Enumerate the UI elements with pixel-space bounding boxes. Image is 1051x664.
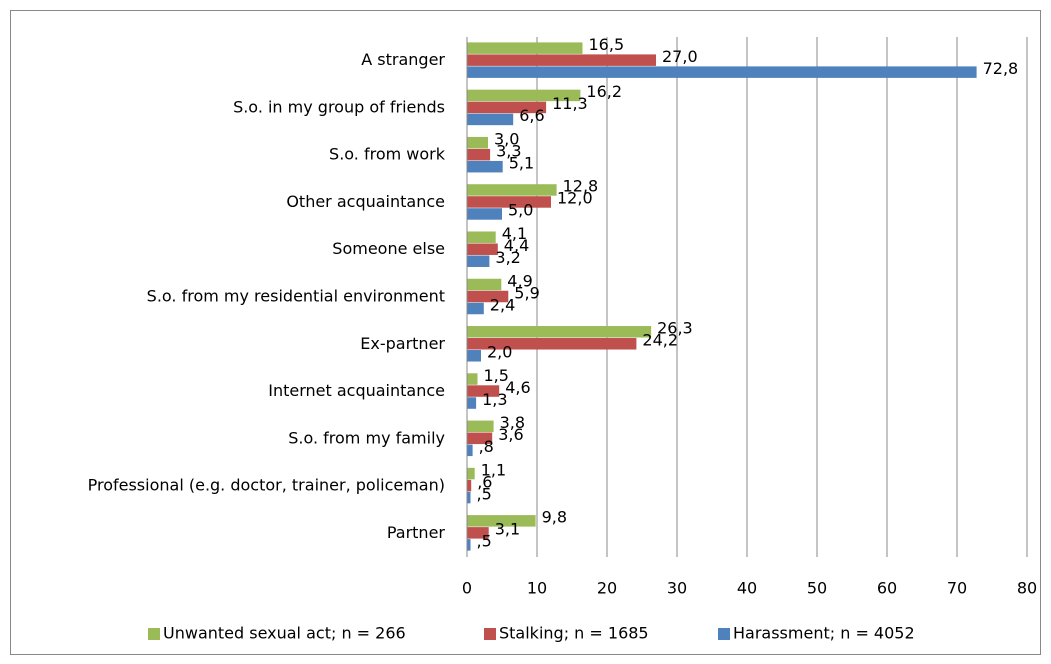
bar — [467, 350, 481, 362]
value-label: 4,6 — [505, 378, 530, 397]
x-tick-label: 10 — [527, 579, 547, 598]
y-tick-label: Ex-partner — [360, 334, 445, 353]
y-tick-label: Partner — [387, 523, 446, 542]
value-label: 16,5 — [589, 35, 625, 54]
y-tick-label: Other acquaintance — [286, 192, 445, 211]
bar — [467, 196, 551, 208]
value-label: 1,5 — [484, 366, 509, 385]
value-label: ,5 — [477, 532, 492, 551]
x-tick-label: 30 — [667, 579, 687, 598]
x-tick-label: 40 — [737, 579, 757, 598]
value-label: 27,0 — [662, 47, 698, 66]
bar — [467, 385, 500, 397]
bar — [467, 515, 536, 527]
value-label: ,6 — [477, 472, 492, 491]
bar — [467, 479, 472, 492]
value-label: 3,8 — [500, 413, 525, 432]
bar — [467, 66, 977, 78]
value-label: 1,1 — [481, 460, 506, 479]
bar — [467, 373, 478, 385]
value-label: 4,1 — [502, 224, 527, 243]
value-label: 12,8 — [563, 177, 599, 196]
x-tick-label: 50 — [807, 579, 827, 598]
bar — [467, 338, 637, 350]
value-label: 26,3 — [657, 319, 693, 338]
bar — [467, 302, 484, 315]
value-label: 2,0 — [487, 343, 512, 362]
x-tick-label: 20 — [597, 579, 617, 598]
y-tick-label: Internet acquaintance — [268, 381, 445, 400]
x-tick-label: 70 — [947, 579, 967, 598]
bar — [467, 243, 498, 255]
value-label: 72,8 — [983, 59, 1019, 78]
bar — [467, 539, 471, 551]
y-tick-label: S.o. from work — [329, 145, 446, 164]
value-label: 12,0 — [557, 189, 593, 208]
y-tick-label: S.o. in my group of friends — [233, 97, 445, 116]
value-label: 16,2 — [586, 82, 622, 101]
bar — [467, 89, 581, 102]
y-tick-label: S.o. from my family — [288, 428, 445, 447]
y-tick-label: A stranger — [361, 50, 445, 69]
value-label: 3,6 — [498, 425, 523, 444]
bar — [467, 290, 509, 303]
bar — [467, 527, 489, 539]
bar — [467, 101, 547, 114]
value-label: 1,3 — [482, 390, 507, 409]
x-tick-label: 80 — [1017, 579, 1037, 598]
value-label: 5,9 — [514, 283, 539, 302]
value-label: ,8 — [479, 437, 494, 456]
value-label: 4,4 — [504, 236, 529, 255]
legend-label: Harassment; n = 4052 — [733, 624, 915, 643]
bar — [467, 397, 477, 409]
value-label: 5,0 — [508, 201, 533, 220]
value-label: 4,9 — [507, 271, 532, 290]
value-label: ,5 — [477, 484, 492, 503]
y-tick-label: S.o. from my residential environment — [147, 287, 445, 306]
value-label: 11,3 — [552, 94, 588, 113]
bar — [467, 278, 502, 291]
bar — [467, 42, 583, 54]
bar — [467, 136, 488, 149]
legend-label: Unwanted sexual act; n = 266 — [163, 624, 406, 643]
legend-label: Stalking; n = 1685 — [499, 624, 649, 643]
bar — [467, 444, 473, 457]
value-label: 9,8 — [542, 508, 567, 527]
value-label: 3,0 — [494, 129, 519, 148]
bar — [467, 467, 475, 480]
bar — [467, 432, 493, 445]
legend-swatch — [148, 628, 160, 640]
bar — [467, 54, 656, 66]
bar — [467, 231, 496, 243]
legend-swatch — [484, 628, 496, 640]
value-label: 24,2 — [642, 331, 678, 350]
value-label: 3,1 — [495, 520, 520, 539]
value-label: 3,3 — [496, 141, 521, 160]
bar — [467, 491, 471, 504]
bar — [467, 255, 490, 267]
bar — [467, 148, 491, 161]
value-label: 5,1 — [509, 153, 534, 172]
bar — [467, 160, 503, 173]
bar — [467, 113, 514, 126]
bar — [467, 420, 494, 433]
value-label: 2,4 — [490, 295, 515, 314]
bar — [467, 326, 652, 338]
y-tick-label: Professional (e.g. doctor, trainer, poli… — [88, 476, 445, 495]
value-label: 6,6 — [519, 106, 544, 125]
y-tick-label: Someone else — [332, 239, 445, 258]
legend-swatch — [718, 628, 730, 640]
x-tick-label: 0 — [462, 579, 472, 598]
value-label: 3,2 — [495, 248, 520, 267]
bar — [467, 184, 557, 196]
x-tick-label: 60 — [877, 579, 897, 598]
bar — [467, 208, 502, 220]
